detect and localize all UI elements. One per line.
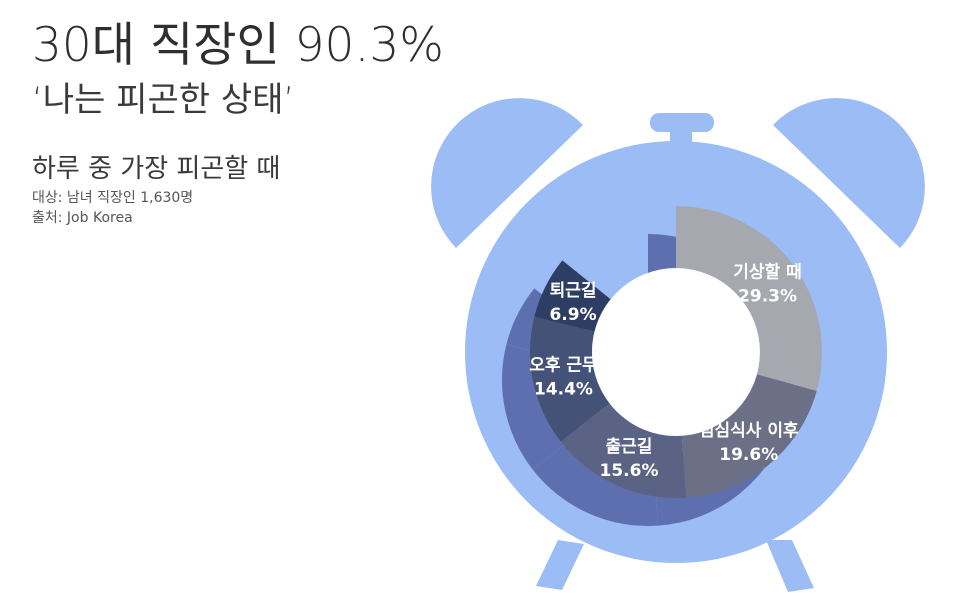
- slice-after-lunch: [681, 374, 817, 498]
- slice-value-label: 6.9%: [549, 305, 596, 325]
- slice-commute-home: [534, 260, 611, 332]
- slice-commute-to-work: [560, 403, 687, 499]
- clock-left-bell: [431, 98, 583, 248]
- slice-category-label: 기상할 때: [733, 262, 801, 282]
- source-note: 출처: Job Korea: [32, 210, 133, 226]
- donut-center-hole: [592, 268, 760, 436]
- donut-labels: 기상할 때 29.3% 점심식사 이후 19.6% 출근길 15.6% 오후 근무 14.4%…: [529, 262, 802, 481]
- slice-afternoon-work: [529, 316, 610, 442]
- donut-slices: [529, 206, 822, 499]
- slice-category-label: 점심식사 이후: [699, 420, 799, 441]
- subheadline: ‘나는 피곤한 상태’: [32, 80, 295, 120]
- slice-value-label: 19.6%: [719, 445, 778, 465]
- headline: 30대 직장인 90.3%: [32, 18, 444, 73]
- slice-category-label: 오후 근무: [529, 355, 598, 376]
- shadow-slice-commute-to-work: [532, 431, 659, 526]
- clock-top-knob: [650, 113, 714, 132]
- slice-value-label: 15.6%: [600, 461, 659, 481]
- clock-left-leg: [536, 540, 584, 590]
- slice-value-label: 14.4%: [534, 380, 593, 400]
- clock-right-leg: [766, 540, 814, 592]
- slice-category-label: 퇴근길: [550, 281, 597, 301]
- slice-waking-up: [676, 206, 822, 391]
- survey-target-note: 대상: 남녀 직장인 1,630명: [32, 190, 194, 206]
- clock-right-bell: [773, 98, 925, 248]
- slice-value-label: 29.3%: [738, 286, 797, 306]
- slice-category-label: 출근길: [606, 437, 653, 457]
- chart-title: 하루 중 가장 피곤할 때: [32, 154, 281, 184]
